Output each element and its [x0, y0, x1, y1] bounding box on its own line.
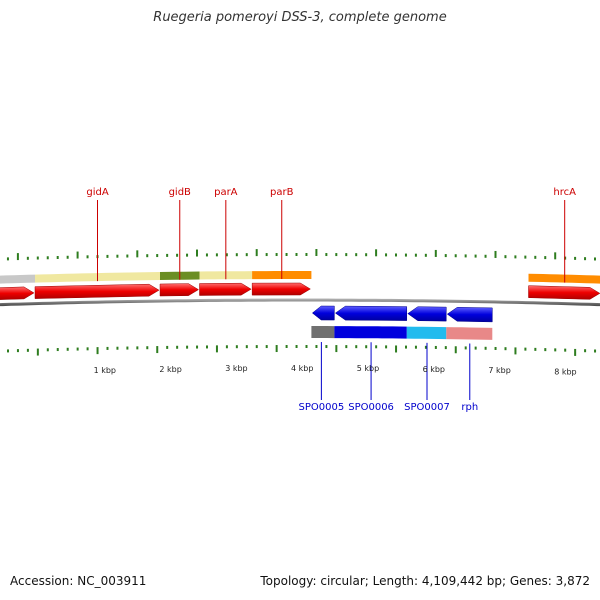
ruler-label: 2 kbp	[159, 365, 181, 374]
ruler-label: 7 kbp	[488, 366, 510, 375]
gene-label-parb: parB	[270, 187, 294, 198]
reverse-domain	[311, 326, 335, 339]
reverse-gene-spo0005	[311, 305, 335, 321]
gene-label-rph: rph	[461, 402, 478, 413]
gene-label-gida: gidA	[86, 187, 108, 198]
map-title: Ruegeria pomeroyi DSS-3, complete genome	[153, 10, 447, 25]
ruler-label: 8 kbp	[554, 368, 576, 377]
reverse-gene-spo0006	[334, 305, 408, 321]
ruler-label: 4 kbp	[291, 364, 313, 373]
gene-label-gidb: gidB	[169, 187, 191, 198]
forward-gene-gidb	[159, 283, 199, 297]
forward-domain	[0, 274, 35, 284]
ruler-label: 5 kbp	[357, 364, 379, 373]
gene-label-para: parA	[214, 187, 238, 198]
reverse-domain	[334, 326, 407, 339]
reverse-domain	[446, 327, 493, 340]
reverse-gene-spo0007	[407, 306, 447, 322]
forward-gene-parb	[251, 282, 311, 296]
accession-label: Accession: NC_003911	[10, 574, 147, 588]
ruler-label: 1 kbp	[94, 366, 116, 375]
ruler-label: 3 kbp	[225, 364, 247, 373]
genome-backbone	[0, 298, 600, 307]
gene-label-spo0006: SPO0006	[348, 402, 394, 413]
genome-summary: Topology: circular; Length: 4,109,442 bp…	[260, 574, 590, 588]
reverse-gene-rph	[446, 307, 493, 323]
reverse-domain	[406, 326, 447, 340]
forward-gene-hrca	[528, 285, 600, 300]
forward-gene-para	[199, 282, 252, 296]
ruler-label: 6 kbp	[423, 365, 445, 374]
gene-label-spo0007: SPO0007	[404, 402, 450, 413]
gene-label-spo0005: SPO0005	[299, 402, 345, 413]
forward-gene-0	[0, 286, 35, 300]
forward-gene-gida	[34, 283, 160, 299]
gene-label-hrca: hrcA	[553, 187, 576, 198]
